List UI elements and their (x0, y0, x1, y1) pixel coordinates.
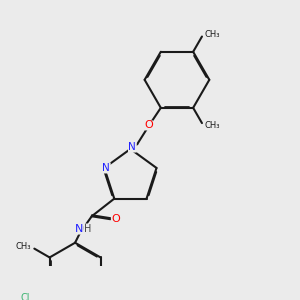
Text: N: N (128, 142, 136, 152)
Text: O: O (111, 214, 120, 224)
Text: N: N (75, 224, 83, 234)
Text: Cl: Cl (21, 292, 30, 300)
Text: CH₃: CH₃ (205, 30, 220, 39)
Text: CH₃: CH₃ (16, 242, 32, 251)
Text: N: N (102, 163, 110, 173)
Text: O: O (145, 121, 153, 130)
Text: H: H (84, 224, 92, 234)
Text: CH₃: CH₃ (205, 121, 220, 130)
